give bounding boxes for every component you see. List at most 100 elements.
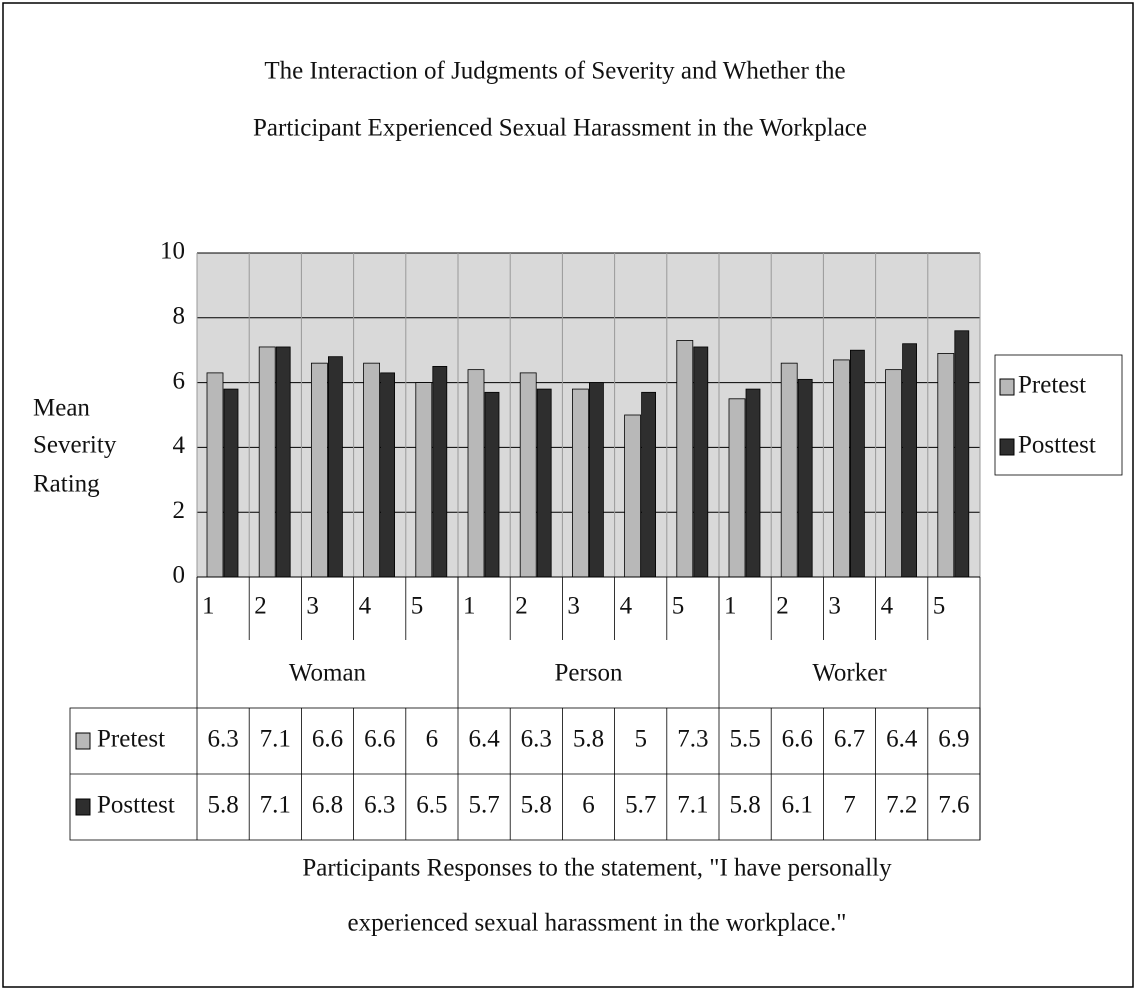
bar <box>745 388 761 578</box>
x-tick-label: 5 <box>672 593 685 620</box>
table-value: 6.1 <box>782 792 813 819</box>
bar <box>327 356 343 578</box>
x-tick-label: 1 <box>463 593 476 620</box>
bar <box>432 365 448 578</box>
bar <box>885 369 902 578</box>
x-tick-label: 4 <box>359 593 372 620</box>
x-tick-label: 5 <box>411 593 424 620</box>
y-tick-label: 6 <box>173 367 186 394</box>
chart-title: The Interaction of Judgments of Severity… <box>264 58 845 85</box>
bar <box>728 398 746 578</box>
bar <box>954 330 970 578</box>
bar <box>676 340 694 578</box>
x-axis-label: experienced sexual harassment in the wor… <box>348 910 847 937</box>
table-series-name: Pretest <box>97 726 165 753</box>
table-value: 5.7 <box>625 792 656 819</box>
bar <box>780 362 798 578</box>
table-value: 6.6 <box>364 726 395 753</box>
chart-title: Participant Experienced Sexual Harassmen… <box>253 115 867 142</box>
legend-key <box>999 438 1015 456</box>
x-tick-label: 2 <box>254 593 267 620</box>
table-value: 5.8 <box>729 792 760 819</box>
table-value: 7.3 <box>677 726 708 753</box>
bar <box>519 372 537 578</box>
table-value: 6.6 <box>312 726 343 753</box>
bar <box>641 391 656 578</box>
table-value: 7 <box>843 792 856 819</box>
table-value: 7.1 <box>677 792 708 819</box>
bar <box>833 359 850 578</box>
bar <box>937 353 955 578</box>
group-label: Woman <box>289 660 367 687</box>
bar <box>902 343 917 578</box>
bar <box>363 362 381 578</box>
bar <box>258 346 276 578</box>
table-value: 7.1 <box>260 726 291 753</box>
x-tick-label: 4 <box>881 593 894 620</box>
bar <box>206 372 224 578</box>
legend-label: Pretest <box>1018 372 1086 399</box>
x-tick-label: 3 <box>306 593 319 620</box>
legend-box <box>994 354 1123 476</box>
y-tick-label: 2 <box>173 497 186 524</box>
table-legend-key <box>75 732 91 750</box>
table-value: 6.4 <box>468 726 500 753</box>
table-value: 6 <box>426 726 439 753</box>
group-label: Worker <box>812 660 887 687</box>
table-value: 6.4 <box>886 726 918 753</box>
table-value: 5.8 <box>521 792 552 819</box>
x-axis-label: Participants Responses to the statement,… <box>302 855 892 882</box>
table-value: 6.6 <box>782 726 813 753</box>
table-value: 5 <box>634 726 647 753</box>
legend-label: Posttest <box>1018 432 1096 459</box>
x-tick-label: 1 <box>202 593 215 620</box>
table-value: 7.2 <box>886 792 917 819</box>
table-value: 5.8 <box>207 792 238 819</box>
x-tick-label: 2 <box>776 593 789 620</box>
bar <box>310 362 328 578</box>
table-value: 5.8 <box>573 726 604 753</box>
bar <box>797 378 813 578</box>
table-value: 6.9 <box>938 726 969 753</box>
x-tick-label: 3 <box>828 593 841 620</box>
y-axis-label: Rating <box>33 471 100 498</box>
group-label: Person <box>554 660 623 687</box>
table-value: 6 <box>582 792 595 819</box>
bar <box>536 388 552 578</box>
bar <box>624 414 641 578</box>
table-value: 5.7 <box>468 792 499 819</box>
y-axis-label: Severity <box>33 432 117 459</box>
bar <box>467 369 485 578</box>
x-tick-label: 5 <box>933 593 946 620</box>
x-tick-label: 2 <box>515 593 528 620</box>
table-legend-key <box>75 798 91 816</box>
bar <box>693 346 709 578</box>
x-tick-label: 4 <box>620 593 633 620</box>
bar <box>223 388 239 578</box>
y-tick-label: 10 <box>160 238 185 265</box>
y-axis-label: Mean <box>33 395 90 422</box>
table-series-name: Posttest <box>97 792 175 819</box>
y-tick-label: 8 <box>173 303 186 330</box>
bar <box>589 382 604 578</box>
bar <box>572 388 589 578</box>
table-value: 6.5 <box>416 792 447 819</box>
y-tick-label: 4 <box>173 432 186 459</box>
y-tick-label: 0 <box>173 562 186 589</box>
table-value: 6.3 <box>207 726 238 753</box>
x-tick-label: 1 <box>724 593 737 620</box>
bar <box>484 391 500 578</box>
table-value: 6.3 <box>364 792 395 819</box>
bar <box>275 346 291 578</box>
table-value: 6.7 <box>834 726 865 753</box>
legend-key <box>999 378 1015 396</box>
table-value: 6.3 <box>521 726 552 753</box>
table-value: 5.5 <box>729 726 760 753</box>
x-tick-label: 3 <box>567 593 580 620</box>
bar <box>850 349 865 578</box>
bar <box>415 382 433 578</box>
table-value: 7.1 <box>260 792 291 819</box>
table-value: 6.8 <box>312 792 343 819</box>
